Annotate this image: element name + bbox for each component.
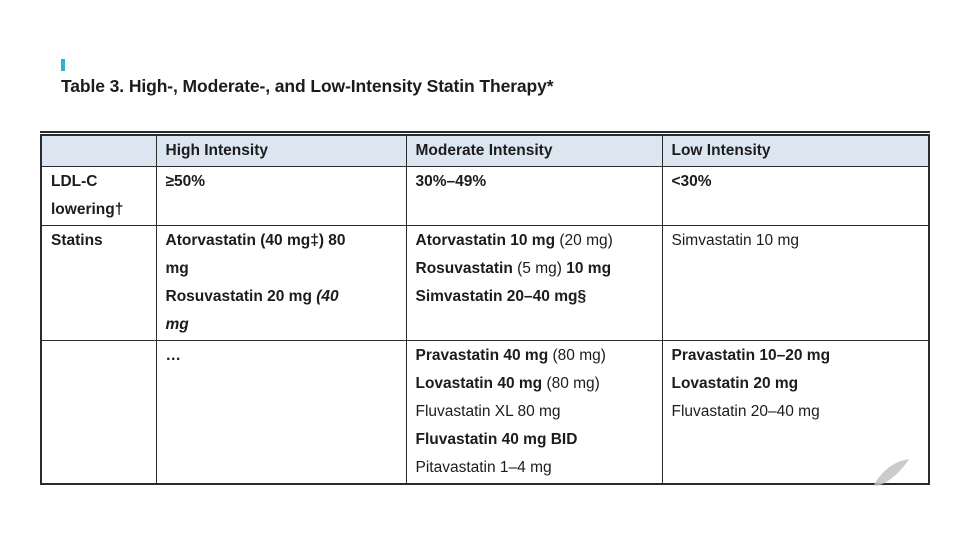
table-cell: 30%–49% [405, 166, 663, 226]
cell-line: … [166, 342, 398, 370]
cell-text-segment: ≥50% [165, 173, 206, 190]
page-title: Table 3. High-, Moderate-, and Low-Inten… [61, 76, 554, 96]
cell-line: mg [166, 255, 398, 283]
cell-text-segment: … [165, 347, 182, 364]
table-cell: ≥50% [155, 166, 407, 226]
leaf-watermark-icon [874, 459, 909, 486]
cell-text-segment: (20 mg) [559, 232, 613, 249]
table-cell: … [155, 340, 407, 485]
cell-text-segment: (40 [316, 288, 339, 305]
cell-line: Lovastatin 20 mg [672, 370, 921, 398]
cell-line: Simvastatin 10 mg [672, 227, 921, 255]
col-header-blank [40, 133, 157, 167]
cell-text-segment: Pitavastatin 1–4 mg [415, 459, 552, 476]
cell-text-segment: (80 mg) [546, 375, 600, 392]
table-cell: Pravastatin 10–20 mg Lovastatin 20 mg Fluv… [661, 340, 930, 485]
col-header-low-intensity: Low Intensity [661, 133, 930, 167]
table-body: LDL-C lowering† ≥50% 30%–49% <30% Statins Ator… [40, 166, 930, 485]
cell-line: Lovastatin 40 mg (80 mg) [416, 370, 654, 398]
cell-text-segment: Pravastatin 10–20 mg [671, 347, 831, 364]
cell-text-segment: 30%–49% [415, 173, 487, 190]
cell-line: Atorvastatin 10 mg (20 mg) [416, 227, 654, 255]
cell-text-segment: mg [165, 316, 189, 333]
cell-text-segment: Lovastatin 40 mg [415, 375, 547, 392]
cell-line: Fluvastatin 20–40 mg [672, 398, 921, 426]
table-cell: Pravastatin 40 mg (80 mg) Lovastatin 40 m… [405, 340, 663, 485]
statin-therapy-table: High Intensity Moderate Intensity Low In… [40, 131, 930, 485]
cell-text-segment: lowering† [51, 201, 124, 218]
row-label-cell [40, 340, 157, 485]
cell-line: Rosuvastatin 20 mg (40 [166, 283, 398, 311]
cell-line: Statins [51, 227, 148, 255]
col-header-high-intensity: High Intensity [155, 133, 407, 167]
cell-text-segment: Statins [51, 232, 103, 249]
cell-line: lowering† [51, 196, 148, 224]
table-cell: <30% [661, 166, 930, 226]
cell-text-segment: Simvastatin 10 mg [671, 232, 800, 249]
cell-line: Fluvastatin XL 80 mg [416, 398, 654, 426]
row-label-cell: Statins [40, 225, 157, 341]
cell-line: ≥50% [166, 168, 398, 196]
cell-line: Rosuvastatin (5 mg) 10 mg [416, 255, 654, 283]
table-cell: Atorvastatin (40 mg‡) 80 mg Rosuvastatin 2… [155, 225, 407, 341]
cell-line: <30% [672, 168, 921, 196]
table-row: LDL-C lowering† ≥50% 30%–49% <30% [40, 166, 930, 226]
cell-text-segment: LDL-C [51, 173, 98, 190]
cell-line: Pravastatin 10–20 mg [672, 342, 921, 370]
cell-line: mg [166, 311, 398, 339]
cell-text-segment: Rosuvastatin 20 mg [165, 288, 317, 305]
cell-text-segment: mg [165, 260, 189, 277]
cell-line: Pitavastatin 1–4 mg [416, 454, 654, 482]
cell-line: Simvastatin 20–40 mg§ [416, 283, 654, 311]
cell-text-segment: (5 mg) [517, 260, 562, 277]
table-cell: Atorvastatin 10 mg (20 mg) Rosuvastatin (… [405, 225, 663, 341]
cell-text-segment: Fluvastatin XL 80 mg [415, 403, 561, 420]
cell-text-segment: Fluvastatin 20–40 mg [671, 403, 820, 420]
col-header-moderate-intensity: Moderate Intensity [405, 133, 663, 167]
cell-line: Pravastatin 40 mg (80 mg) [416, 342, 654, 370]
cell-line: 30%–49% [416, 168, 654, 196]
row-label-cell: LDL-C lowering† [40, 166, 157, 226]
cell-text-segment: Atorvastatin (40 mg‡) 80 [165, 232, 346, 249]
cell-text-segment: Atorvastatin 10 mg [415, 232, 560, 249]
header-row: High Intensity Moderate Intensity Low In… [40, 133, 930, 167]
table-row: … Pravastatin 40 mg (80 mg) Lovastatin 40 … [40, 340, 930, 485]
cell-line: Fluvastatin 40 mg BID [416, 426, 654, 454]
table-row: Statins Atorvastatin (40 mg‡) 80 mg Rosuvas… [40, 225, 930, 341]
cell-text-segment: 10 mg [561, 260, 612, 277]
cell-text-segment: <30% [671, 173, 712, 190]
cell-text-segment: Pravastatin 40 mg [415, 347, 553, 364]
cell-line: Atorvastatin (40 mg‡) 80 [166, 227, 398, 255]
cell-text-segment: Fluvastatin 40 mg BID [415, 431, 578, 448]
cell-text-segment: Lovastatin 20 mg [671, 375, 799, 392]
cell-text-segment: (80 mg) [552, 347, 606, 364]
cell-line: LDL-C [51, 168, 148, 196]
cell-text-segment: Simvastatin 20–40 mg§ [415, 288, 587, 305]
text-cursor-mark [61, 59, 65, 71]
cell-text-segment: Rosuvastatin [415, 260, 518, 277]
table-cell: Simvastatin 10 mg [661, 225, 930, 341]
